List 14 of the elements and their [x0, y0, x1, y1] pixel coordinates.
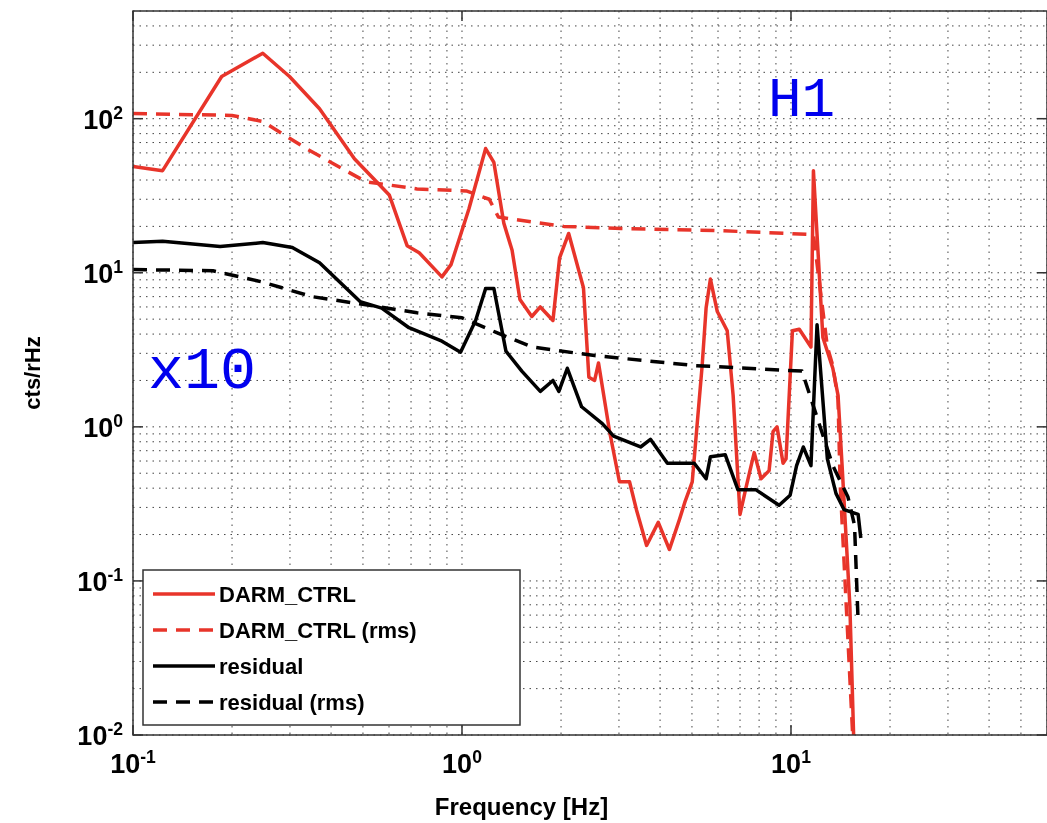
y-axis-title: cts/rHz: [20, 336, 45, 410]
y-tick-label: 10$^{1}$: [83, 256, 124, 289]
legend-label: DARM_CTRL: [219, 582, 356, 607]
annotation: x10: [148, 338, 257, 406]
x-axis-title: Frequency [Hz]: [434, 793, 609, 820]
y-tick-label: 10$^{-1}$: [77, 564, 124, 597]
annotation: H1: [768, 69, 836, 133]
y-tick-label: 10$^{2}$: [83, 102, 124, 135]
x-tick-label: 10$^{1}$: [771, 747, 812, 779]
x-tick-label: 10$^{0}$: [442, 747, 483, 779]
legend-label: DARM_CTRL (rms): [219, 618, 417, 643]
legend-label: residual (rms): [219, 690, 365, 715]
y-tick-label: 10$^{0}$: [83, 410, 124, 443]
legend-label: residual: [219, 654, 304, 679]
